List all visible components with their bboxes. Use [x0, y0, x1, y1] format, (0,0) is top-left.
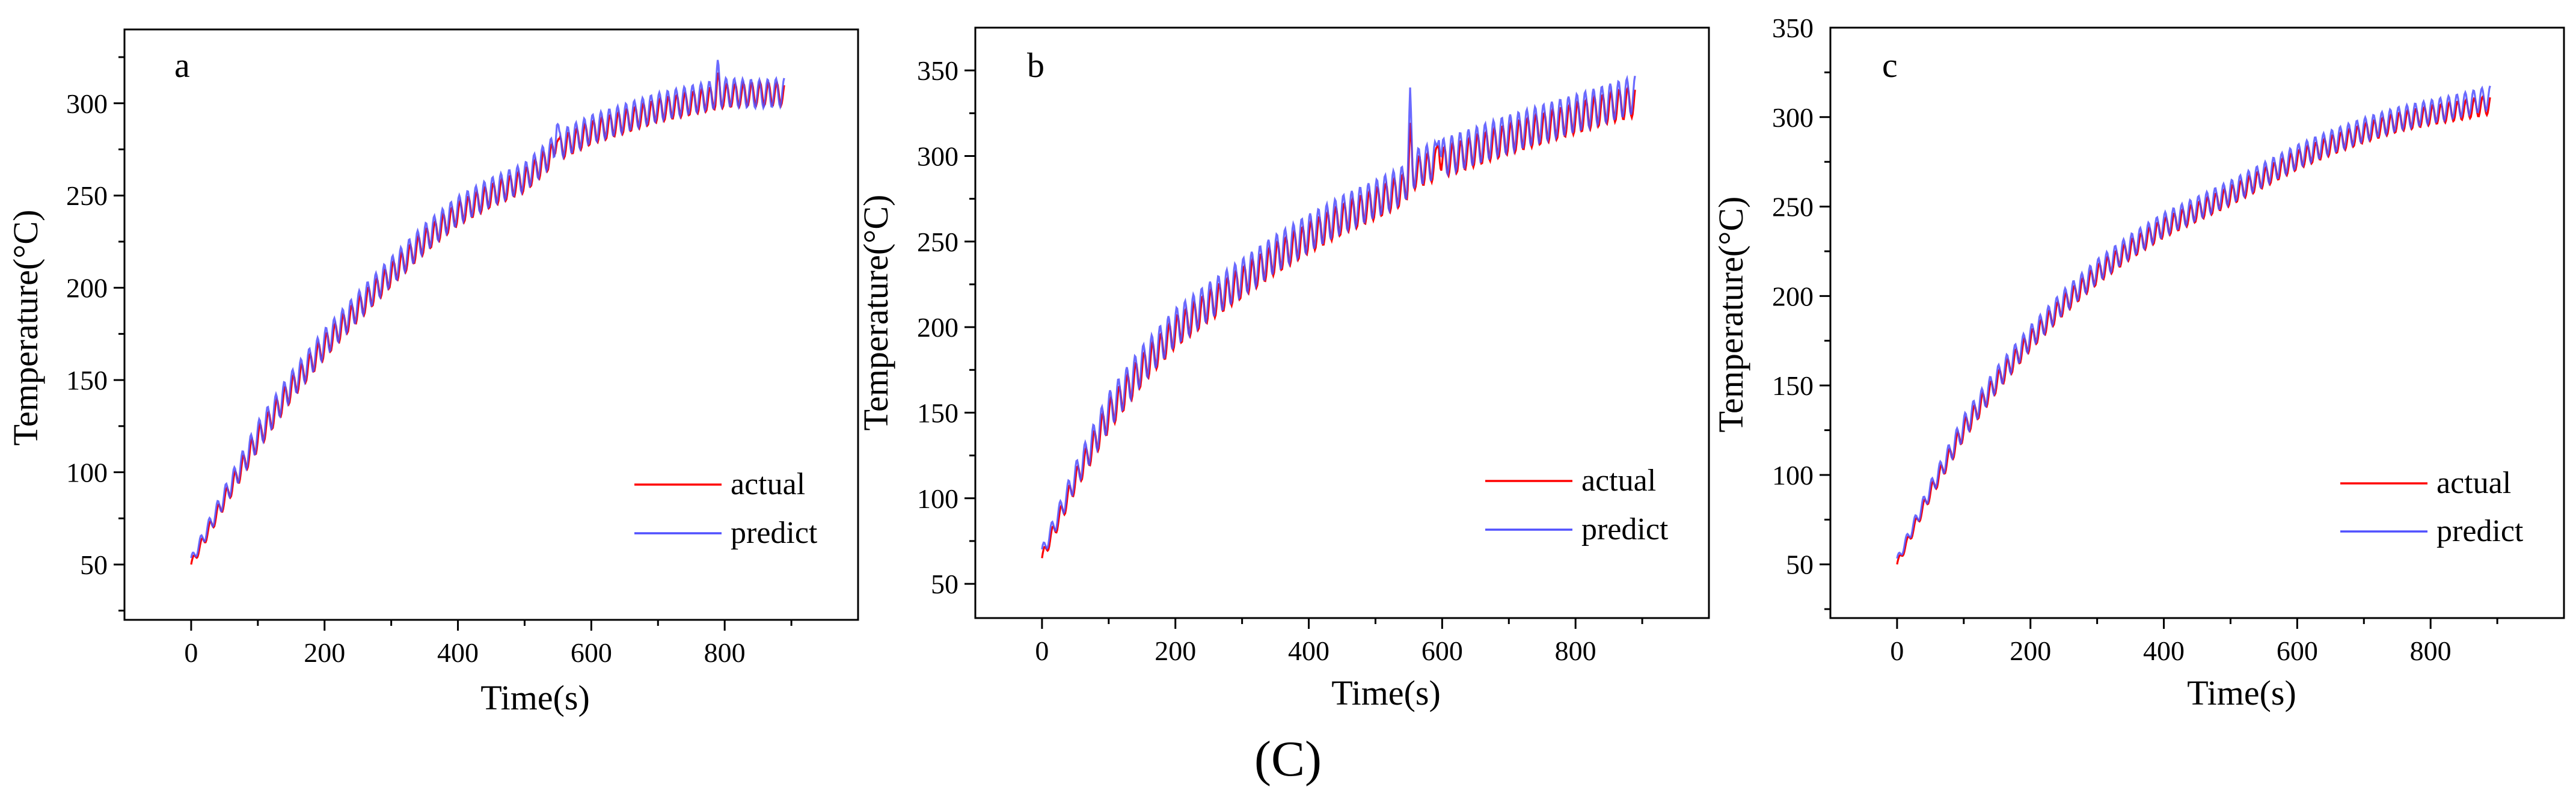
legend-label-actual: actual [731, 467, 805, 501]
y-tick-label: 200 [917, 312, 958, 343]
panel-label: b [1027, 46, 1044, 85]
y-axis-title: Temperature(°C) [1711, 197, 1750, 433]
y-tick-label: 100 [66, 458, 108, 488]
x-tick-label: 0 [1035, 635, 1049, 666]
x-tick-label: 0 [184, 637, 198, 668]
y-tick-label: 150 [1772, 370, 1814, 401]
series-actual-line [1041, 85, 1636, 559]
y-tick-label: 200 [1772, 281, 1814, 311]
panel-b: b Time(s) Temperature(°C) actual predict [856, 46, 1669, 712]
x-tick-label: 200 [1155, 635, 1196, 666]
x-tick-label: 800 [704, 637, 746, 668]
x-axis-title: Time(s) [2187, 673, 2296, 712]
x-tick-label: 600 [1421, 635, 1463, 666]
x-tick-label: 600 [2277, 635, 2318, 666]
figure-caption: (C) [1254, 731, 1322, 787]
y-tick-label: 300 [66, 88, 108, 119]
plot-frame [123, 28, 859, 621]
x-tick-label: 200 [304, 637, 345, 668]
y-tick-label: 50 [1786, 550, 1814, 580]
plot-frame [1829, 26, 2565, 619]
y-axis-title: Temperature(°C) [856, 195, 895, 431]
legend-label-actual: actual [2436, 466, 2511, 500]
y-tick-label: 300 [917, 141, 958, 171]
series-actual-line [190, 72, 785, 565]
y-tick-label: 250 [917, 227, 958, 257]
y-tick-label: 150 [917, 397, 958, 428]
legend-label-actual: actual [1581, 464, 1656, 498]
plot-frame [974, 26, 1710, 619]
x-tick-label: 800 [2410, 635, 2452, 666]
x-tick-label: 400 [2143, 635, 2185, 666]
series-predict-line [190, 60, 785, 559]
series-actual-line [1896, 94, 2491, 565]
y-tick-label: 50 [931, 569, 958, 599]
y-tick-label: 250 [66, 180, 108, 211]
plot-c: 0 200 400 600 800 50 100 150 200 250 300 350 [1772, 13, 2565, 666]
panel-c: c Time(s) Temperature(°C) actual predict [1711, 46, 2524, 712]
panel-a: a Time(s) Temperature(°C) actual predict [6, 46, 818, 717]
x-tick-label: 0 [1890, 635, 1904, 666]
y-tick-label: 200 [66, 273, 108, 304]
x-tick-label: 800 [1555, 635, 1596, 666]
y-tick-label: 350 [917, 55, 958, 86]
x-tick-label: 600 [571, 637, 612, 668]
y-tick-label: 150 [66, 365, 108, 396]
plot-a: 0 200 400 600 800 50 100 150 200 250 300 [66, 28, 859, 668]
y-tick-label: 350 [1772, 13, 1814, 43]
y-tick-label: 100 [917, 483, 958, 514]
y-tick-label: 300 [1772, 102, 1814, 133]
panel-label: c [1882, 46, 1898, 85]
legend-label-predict: predict [2436, 514, 2524, 548]
panel-label: a [174, 46, 190, 85]
x-axis-title: Time(s) [480, 678, 590, 717]
x-tick-label: 400 [1288, 635, 1329, 666]
series-predict-line [1041, 75, 1636, 551]
y-tick-label: 100 [1772, 460, 1814, 491]
legend-label-predict: predict [731, 516, 818, 550]
series-predict-line [1896, 85, 2491, 559]
plot-b: 0 200 400 600 800 50 100 150 200 250 300 350 [917, 26, 1710, 666]
x-tick-label: 400 [437, 637, 479, 668]
y-axis-title: Temperature(°C) [6, 210, 45, 446]
y-tick-label: 250 [1772, 192, 1814, 222]
legend-label-predict: predict [1581, 512, 1669, 546]
x-axis-title: Time(s) [1331, 673, 1441, 712]
y-tick-label: 50 [80, 550, 108, 580]
x-tick-label: 200 [2010, 635, 2051, 666]
